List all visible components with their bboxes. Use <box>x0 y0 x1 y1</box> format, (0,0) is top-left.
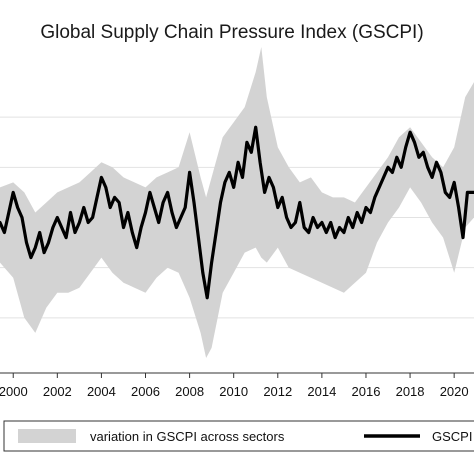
gscpi-line <box>0 125 474 300</box>
x-tick-label: 2010 <box>219 384 248 399</box>
x-tick-label: 2002 <box>43 384 72 399</box>
x-tick-label: 2020 <box>440 384 469 399</box>
x-tick-label: 2014 <box>307 384 336 399</box>
variation-band-layer <box>0 47 474 358</box>
chart-title: Global Supply Chain Pressure Index (GSCP… <box>40 22 423 43</box>
x-tick-label: 2016 <box>352 384 381 399</box>
x-tick-label: 2012 <box>263 384 292 399</box>
legend-label-line: GSCPI <box>432 429 472 444</box>
x-tick-label: 2004 <box>87 384 116 399</box>
x-tick-label: 2000 <box>0 384 28 399</box>
legend: variation in GSCPI across sectors GSCPI <box>3 420 474 452</box>
x-tick-label: 2006 <box>131 384 160 399</box>
variation-band <box>0 47 474 358</box>
x-tick-label: 2018 <box>396 384 425 399</box>
legend-swatch-band <box>18 429 76 443</box>
x-axis-ticks: 2000 2002 2004 2006 2008 2010 2012 2014 2016 2018… <box>0 373 469 399</box>
x-tick-label: 2008 <box>175 384 204 399</box>
legend-label-band: variation in GSCPI across sectors <box>90 429 285 444</box>
gscpi-line-layer <box>0 125 474 300</box>
